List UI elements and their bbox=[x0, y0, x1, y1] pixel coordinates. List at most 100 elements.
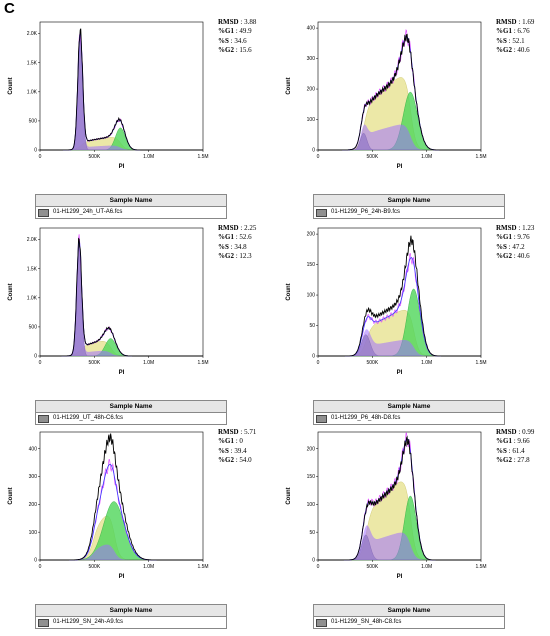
y-tick-label: 2.0K bbox=[27, 31, 38, 37]
stat-label: %S bbox=[496, 242, 507, 251]
stat-value: : 2.25 bbox=[238, 224, 257, 232]
stat-label: %G1 bbox=[496, 437, 512, 446]
model-envelope-line bbox=[40, 240, 203, 357]
y-tick-label: 400 bbox=[307, 26, 316, 32]
y-tick-label: 100 bbox=[307, 117, 316, 123]
sample-name-legend: Sample Name 01-H1299_P6_24h-B9.fcs bbox=[313, 194, 505, 219]
cell-cycle-stats: RMSD : 1.69 %G1 : 6.76 %S : 52.1 %G2 : 40.6 bbox=[496, 18, 534, 56]
y-tick-label: 400 bbox=[29, 446, 38, 452]
sample-name-legend: Sample Name 01-H1299_P6_48h-D8.fcs bbox=[313, 400, 505, 425]
x-axis-label: PI bbox=[119, 370, 125, 376]
stat-value: : 15.6 bbox=[233, 46, 252, 55]
y-tick-label: 150 bbox=[307, 474, 316, 480]
phase-g2-area bbox=[40, 127, 203, 151]
sample-swatch-icon bbox=[38, 208, 49, 217]
x-tick-label: 1.0M bbox=[143, 564, 154, 570]
x-tick-label: 500K bbox=[88, 564, 100, 570]
stat-label: %S bbox=[218, 446, 229, 455]
legend-header: Sample Name bbox=[314, 195, 504, 207]
stat-value: : 0 bbox=[233, 437, 243, 446]
sample-name-legend: Sample Name 01-H1299_SN_48h-C8.fcs bbox=[313, 604, 505, 629]
legend-header: Sample Name bbox=[36, 605, 226, 617]
stat-label: %G2 bbox=[496, 456, 512, 465]
stat-label: %G2 bbox=[496, 46, 512, 55]
cell-cycle-stats: RMSD : 5.71 %G1 : 0 %S : 39.4 %G2 : 54.0 bbox=[218, 428, 256, 466]
stat-label: RMSD bbox=[218, 428, 239, 436]
stat-row: %S : 39.4 bbox=[218, 447, 256, 456]
y-axis-label: Count bbox=[286, 487, 292, 504]
stat-row: %S : 34.8 bbox=[218, 243, 256, 252]
x-tick-label: 1.5M bbox=[475, 360, 486, 366]
figure-panel-label: C bbox=[4, 0, 15, 17]
stat-label: %G1 bbox=[496, 233, 512, 242]
stat-value: : 9.66 bbox=[511, 437, 530, 446]
histogram-panel-1: 0 500K 1.0M 1.5M 0 500 1.0K 1.5K 2.0K PI Count bbox=[8, 21, 209, 170]
y-tick-label: 0 bbox=[34, 148, 37, 154]
x-axis-label: PI bbox=[119, 164, 125, 170]
stat-value: : 49.9 bbox=[233, 27, 252, 36]
phase-g1-area bbox=[40, 245, 203, 357]
sample-name: 01-H1299_24h_UT-A6.fcs bbox=[53, 209, 123, 215]
stat-row: %G1 : 9.76 bbox=[496, 233, 534, 242]
x-tick-label: 0 bbox=[317, 564, 320, 570]
x-axis-label: PI bbox=[397, 370, 403, 376]
x-tick-label: 1.5M bbox=[197, 360, 208, 366]
stat-value: : 6.76 bbox=[511, 27, 530, 36]
y-tick-label: 100 bbox=[307, 502, 316, 508]
stat-row: %G2 : 40.6 bbox=[496, 46, 534, 55]
x-tick-label: 500K bbox=[366, 564, 378, 570]
x-tick-label: 500K bbox=[88, 154, 100, 160]
x-tick-label: 0 bbox=[317, 154, 320, 160]
sample-swatch-icon bbox=[38, 618, 49, 627]
stat-value: : 40.6 bbox=[511, 46, 530, 55]
fit-region-area bbox=[318, 124, 481, 150]
legend-header: Sample Name bbox=[36, 401, 226, 413]
fit-region-area bbox=[40, 243, 203, 356]
x-axis-label: PI bbox=[397, 574, 403, 580]
y-tick-label: 0 bbox=[312, 148, 315, 154]
legend-entry: 01-H1299_P6_48h-D8.fcs bbox=[314, 413, 504, 424]
data-histogram-line bbox=[40, 433, 203, 561]
sample-name-legend: Sample Name 01-H1299_UT_48h-C6.fcs bbox=[35, 400, 227, 425]
x-tick-label: 0 bbox=[39, 360, 42, 366]
stat-row: %G1 : 9.66 bbox=[496, 437, 534, 446]
stat-label: %G1 bbox=[218, 27, 234, 36]
legend-entry: 01-H1299_SN_48h-C8.fcs bbox=[314, 617, 504, 628]
y-tick-label: 0 bbox=[312, 558, 315, 564]
y-tick-label: 0 bbox=[34, 558, 37, 564]
stat-value: : 1.69 bbox=[516, 18, 535, 26]
histogram-panel-4: 0 500K 1.0M 1.5M 0 50 100 150 200 PI Count bbox=[286, 227, 487, 376]
sample-name: 01-H1299_UT_48h-C6.fcs bbox=[53, 415, 124, 421]
stat-row: %S : 52.1 bbox=[496, 37, 534, 46]
y-tick-label: 1.5K bbox=[27, 60, 38, 66]
stat-value: : 52.6 bbox=[233, 233, 252, 242]
fit-region-area bbox=[40, 35, 203, 150]
data-histogram-line bbox=[318, 235, 481, 357]
stat-value: : 12.3 bbox=[233, 252, 252, 261]
stat-label: %G1 bbox=[218, 233, 234, 242]
y-tick-label: 300 bbox=[307, 56, 316, 62]
sample-swatch-icon bbox=[38, 414, 49, 423]
histogram-panel-5: 0 500K 1.0M 1.5M 0 100 200 300 400 PI Count bbox=[8, 431, 209, 580]
y-tick-label: 300 bbox=[29, 474, 38, 480]
x-tick-label: 1.5M bbox=[475, 154, 486, 160]
stat-label: RMSD bbox=[496, 428, 517, 436]
stat-label: %G1 bbox=[496, 27, 512, 36]
stat-value: : 47.2 bbox=[506, 242, 525, 251]
histogram-panel-6: 0 500K 1.0M 1.5M 0 50 100 150 200 PI Count bbox=[286, 431, 487, 580]
stat-row: %G1 : 49.9 bbox=[218, 27, 256, 36]
x-tick-label: 1.0M bbox=[143, 154, 154, 160]
data-histogram-line bbox=[318, 435, 481, 561]
x-tick-label: 1.5M bbox=[197, 564, 208, 570]
x-tick-label: 1.0M bbox=[421, 154, 432, 160]
stat-value: : 34.6 bbox=[228, 36, 247, 45]
x-axis-label: PI bbox=[119, 574, 125, 580]
data-histogram-line bbox=[40, 28, 203, 151]
stat-label: %G2 bbox=[496, 252, 512, 261]
stat-row: %G2 : 15.6 bbox=[218, 46, 256, 55]
sample-name-legend: Sample Name 01-H1299_24h_UT-A6.fcs bbox=[35, 194, 227, 219]
legend-entry: 01-H1299_UT_48h-C6.fcs bbox=[36, 413, 226, 424]
stat-value: : 3.88 bbox=[238, 18, 257, 26]
stat-label: %G2 bbox=[218, 252, 234, 261]
y-tick-label: 100 bbox=[29, 530, 38, 536]
